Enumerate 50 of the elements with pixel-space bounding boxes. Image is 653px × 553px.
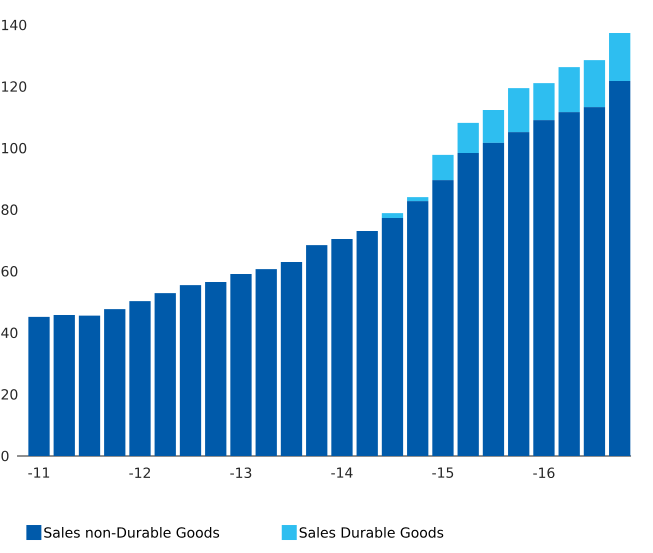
bar [458, 153, 479, 456]
bar [508, 132, 530, 456]
bar [306, 245, 328, 456]
bar [180, 285, 202, 456]
bar [331, 238, 353, 456]
bar [482, 142, 504, 456]
x-tick-label: -13 [230, 468, 252, 478]
bar [432, 180, 454, 456]
y-tick-label: 0 [1, 450, 9, 462]
bar [230, 274, 252, 456]
bar [558, 112, 580, 456]
y-tick-label: 60 [2, 266, 18, 277]
bar [458, 122, 479, 154]
bar [609, 32, 630, 82]
bar [407, 201, 428, 456]
y-tick-label: 120 [2, 81, 26, 92]
y-tick-label: 100 [2, 142, 26, 154]
bar [558, 67, 580, 112]
bar [407, 197, 428, 202]
bar [432, 154, 454, 180]
y-tick-label: 40 [1, 328, 18, 338]
legend-label: Sales non-Durable Goods [44, 526, 220, 538]
bar [205, 282, 226, 456]
bar [129, 301, 151, 456]
bar [533, 120, 555, 456]
x-tick-label: -12 [129, 468, 150, 478]
bar [382, 213, 404, 218]
x-tick-label: -16 [533, 468, 554, 478]
bar [533, 83, 555, 120]
y-tick-label: 140 [2, 20, 26, 30]
bar [356, 230, 378, 456]
x-tick-label: -11 [28, 468, 50, 478]
bar [280, 262, 302, 456]
bar [609, 81, 630, 456]
bar [28, 316, 50, 456]
x-tick-label: -15 [432, 468, 454, 478]
bar [508, 88, 530, 132]
bar [382, 218, 404, 456]
bar [482, 110, 504, 143]
bar [154, 293, 176, 456]
bar [584, 60, 606, 108]
bar [256, 269, 277, 456]
bar [54, 314, 75, 456]
bar [104, 309, 126, 456]
y-tick-label: 80 [2, 204, 18, 215]
bar [584, 107, 606, 456]
legend-label: Sales Durable Goods [300, 526, 444, 538]
x-tick-label: -14 [331, 468, 353, 478]
y-tick-label: 20 [2, 389, 18, 400]
bar [78, 316, 100, 456]
